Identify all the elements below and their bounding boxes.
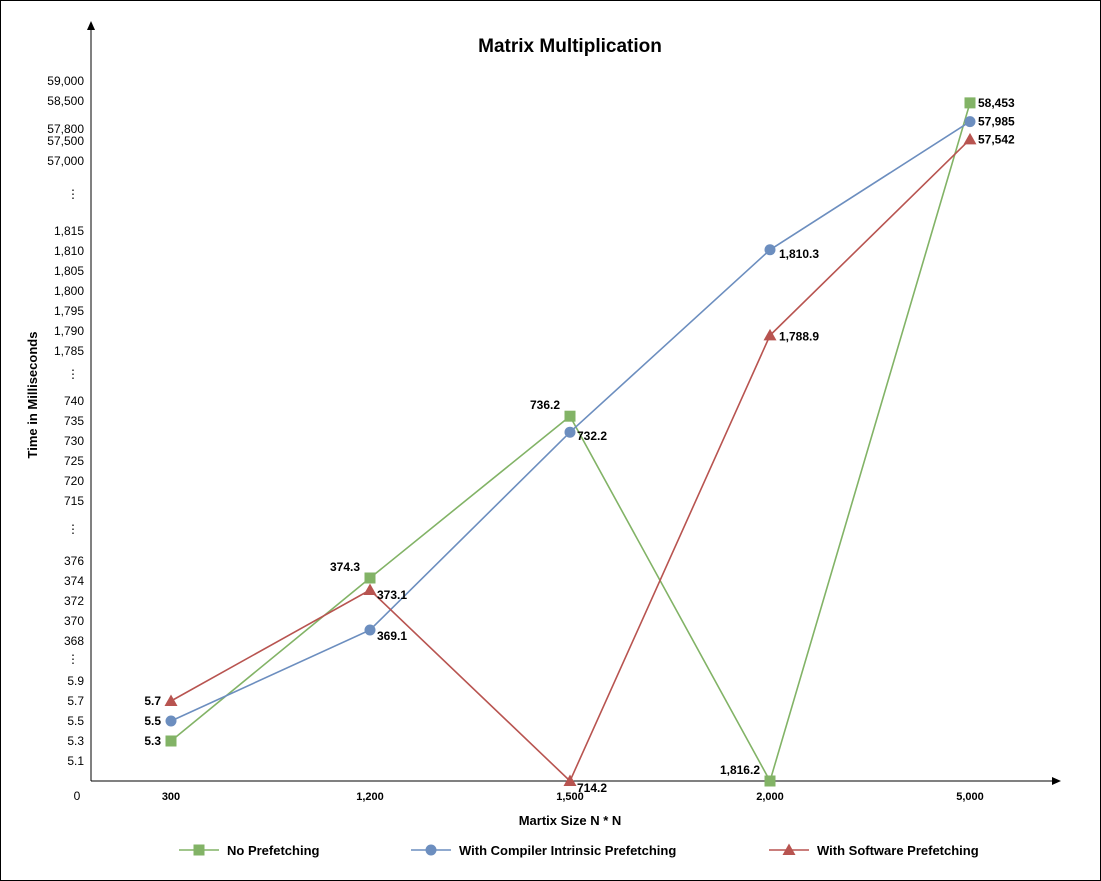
y-tick-label: 374 [64, 574, 84, 588]
y-tick-label: 376 [64, 554, 84, 568]
y-axis-break: ⋮ [67, 187, 79, 201]
data-point [764, 775, 776, 787]
y-tick-label: 368 [64, 634, 84, 648]
data-point [364, 572, 376, 584]
data-point [963, 132, 977, 145]
legend-marker [782, 843, 796, 855]
data-point [564, 410, 576, 422]
data-label: 374.3 [330, 560, 360, 574]
x-tick-labels: 300 1,200 1,500 2,000 5,000 [162, 791, 984, 803]
y-tick-label: 5.9 [67, 674, 84, 688]
legend-marker [425, 844, 437, 856]
y-tick-label: 57,000 [47, 154, 84, 168]
series-1: 5.3 374.3 736.2 1,816.2 58,453 [144, 96, 1015, 787]
data-label: 714.2 [577, 781, 607, 795]
data-label: 57,985 [978, 115, 1015, 129]
y-tick-label: 372 [64, 594, 84, 608]
y-tick-label: 5.5 [67, 714, 84, 728]
y-axis-break: ⋮ [67, 522, 79, 536]
y-tick-label: 5.3 [67, 734, 84, 748]
x-tick-label: 300 [162, 791, 180, 803]
data-label: 736.2 [530, 398, 560, 412]
data-point [564, 426, 576, 438]
data-point [363, 583, 377, 595]
y-tick-label: 735 [64, 414, 84, 428]
y-tick-label: 57,800 [47, 122, 84, 136]
legend-label: No Prefetching [227, 843, 320, 858]
chart-title: Matrix Multiplication [478, 36, 662, 57]
data-label: 57,542 [978, 132, 1015, 146]
y-tick-label: 1,800 [54, 284, 84, 298]
y-tick-label: 725 [64, 454, 84, 468]
data-label: 1,816.2 [720, 763, 760, 777]
x-tick-label: 1,200 [356, 791, 384, 803]
legend-marker [193, 844, 205, 856]
series-layer: 5.3 374.3 736.2 1,816.2 58,453 5.5 369.1 732.2 1… [144, 96, 1015, 795]
data-label: 5.5 [144, 714, 161, 728]
y-tick-label: 730 [64, 434, 84, 448]
y-tick-label: 720 [64, 474, 84, 488]
data-point [164, 694, 178, 706]
data-label: 373.1 [377, 588, 407, 602]
legend-label: With Compiler Intrinsic Prefetching [459, 843, 676, 858]
legend-item: With Compiler Intrinsic Prefetching [411, 843, 676, 858]
x-axis-label: Martix Size N * N [519, 813, 622, 828]
y-tick-label: 5.1 [67, 754, 84, 768]
data-point [364, 624, 376, 636]
data-point [764, 244, 776, 256]
legend-label: With Software Prefetching [817, 843, 979, 858]
x-tick-label: 5,000 [956, 791, 984, 803]
data-label: 1,788.9 [779, 329, 819, 343]
x-tick-label: 1,500 [556, 791, 584, 803]
x-axis-arrow [1052, 777, 1061, 785]
legend-item: No Prefetching [179, 843, 320, 858]
data-label: 5.3 [144, 734, 161, 748]
data-point [563, 774, 577, 786]
series-line [170, 138, 971, 783]
data-label: 732.2 [577, 429, 607, 443]
y-origin-label: 0 [74, 789, 81, 803]
data-label: 58,453 [978, 96, 1015, 110]
y-tick-label: 740 [64, 394, 84, 408]
series-2: 5.5 369.1 732.2 1,810.3 57,985 [144, 115, 1015, 728]
data-point [964, 97, 976, 109]
data-point [165, 735, 177, 747]
y-axis-break: ⋮ [67, 652, 79, 666]
y-tick-label: 370 [64, 614, 84, 628]
y-tick-label: 1,790 [54, 324, 84, 338]
y-tick-label: 1,785 [54, 344, 84, 358]
y-axis-label: Time in Milliseconds [25, 332, 40, 459]
y-tick-label: 5.7 [67, 694, 84, 708]
axes [87, 21, 1061, 785]
y-tick-labels: 5.1 5.3 5.5 5.7 5.9 368 370 372 374 376 715 720 725 7… [47, 74, 84, 768]
series-line [170, 102, 971, 784]
data-point [763, 328, 777, 341]
y-tick-label: 1,815 [54, 224, 84, 238]
y-tick-label: 1,810 [54, 244, 84, 258]
legend: No Prefetching With Compiler Intrinsic Pr… [179, 843, 979, 858]
data-label: 369.1 [377, 629, 407, 643]
y-axis-break: ⋮ [67, 367, 79, 381]
y-tick-label: 1,795 [54, 304, 84, 318]
data-label: 5.7 [144, 694, 161, 708]
y-tick-label: 57,500 [47, 134, 84, 148]
y-tick-label: 1,805 [54, 264, 84, 278]
y-axis-arrow [87, 21, 95, 30]
y-tick-label: 715 [64, 494, 84, 508]
y-tick-label: 59,000 [47, 74, 84, 88]
series-3: 5.7 373.1 714.2 1,788.9 57,542 [144, 132, 1015, 795]
x-tick-label: 2,000 [756, 791, 784, 803]
data-point [165, 715, 177, 727]
data-label: 1,810.3 [779, 247, 819, 261]
legend-item: With Software Prefetching [769, 843, 979, 858]
data-point [964, 116, 976, 128]
y-tick-label: 58,500 [47, 94, 84, 108]
